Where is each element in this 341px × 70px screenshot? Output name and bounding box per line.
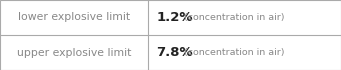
Text: (concentration in air): (concentration in air) [184, 13, 285, 22]
Text: lower explosive limit: lower explosive limit [18, 13, 130, 22]
Text: 1.2%: 1.2% [156, 11, 193, 24]
Text: upper explosive limit: upper explosive limit [17, 48, 131, 57]
Text: 7.8%: 7.8% [156, 46, 193, 59]
Text: (concentration in air): (concentration in air) [184, 48, 285, 57]
